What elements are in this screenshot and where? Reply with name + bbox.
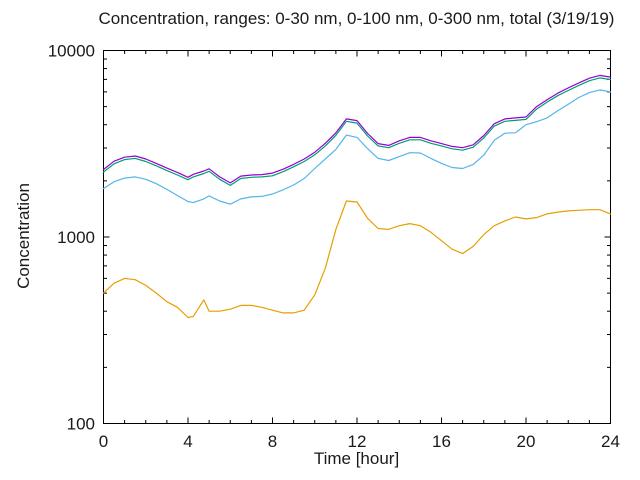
y-tick-label: 10000: [48, 42, 95, 61]
x-tick-label: 24: [601, 432, 620, 451]
x-tick-label: 12: [348, 432, 367, 451]
y-tick-label: 1000: [57, 228, 95, 247]
series-line-range-0-100-nm: [102, 89, 612, 205]
y-axis-title: Concentration: [14, 183, 33, 289]
x-tick-label: 4: [183, 432, 192, 451]
series-line-total: [102, 74, 612, 184]
x-tick-label: 20: [517, 432, 536, 451]
x-tick-label: 16: [432, 432, 451, 451]
y-tick-label: 100: [67, 415, 95, 434]
x-tick-label: 0: [99, 432, 108, 451]
plot-border: [103, 50, 611, 424]
series-line-range-0-300-nm: [102, 77, 612, 186]
x-axis-title: Time [hour]: [313, 449, 400, 468]
chart-title: Concentration, ranges: 0-30 nm, 0-100 nm…: [98, 9, 615, 28]
x-tick-label: 8: [268, 432, 277, 451]
series-line-range-0-30-nm: [102, 200, 612, 319]
